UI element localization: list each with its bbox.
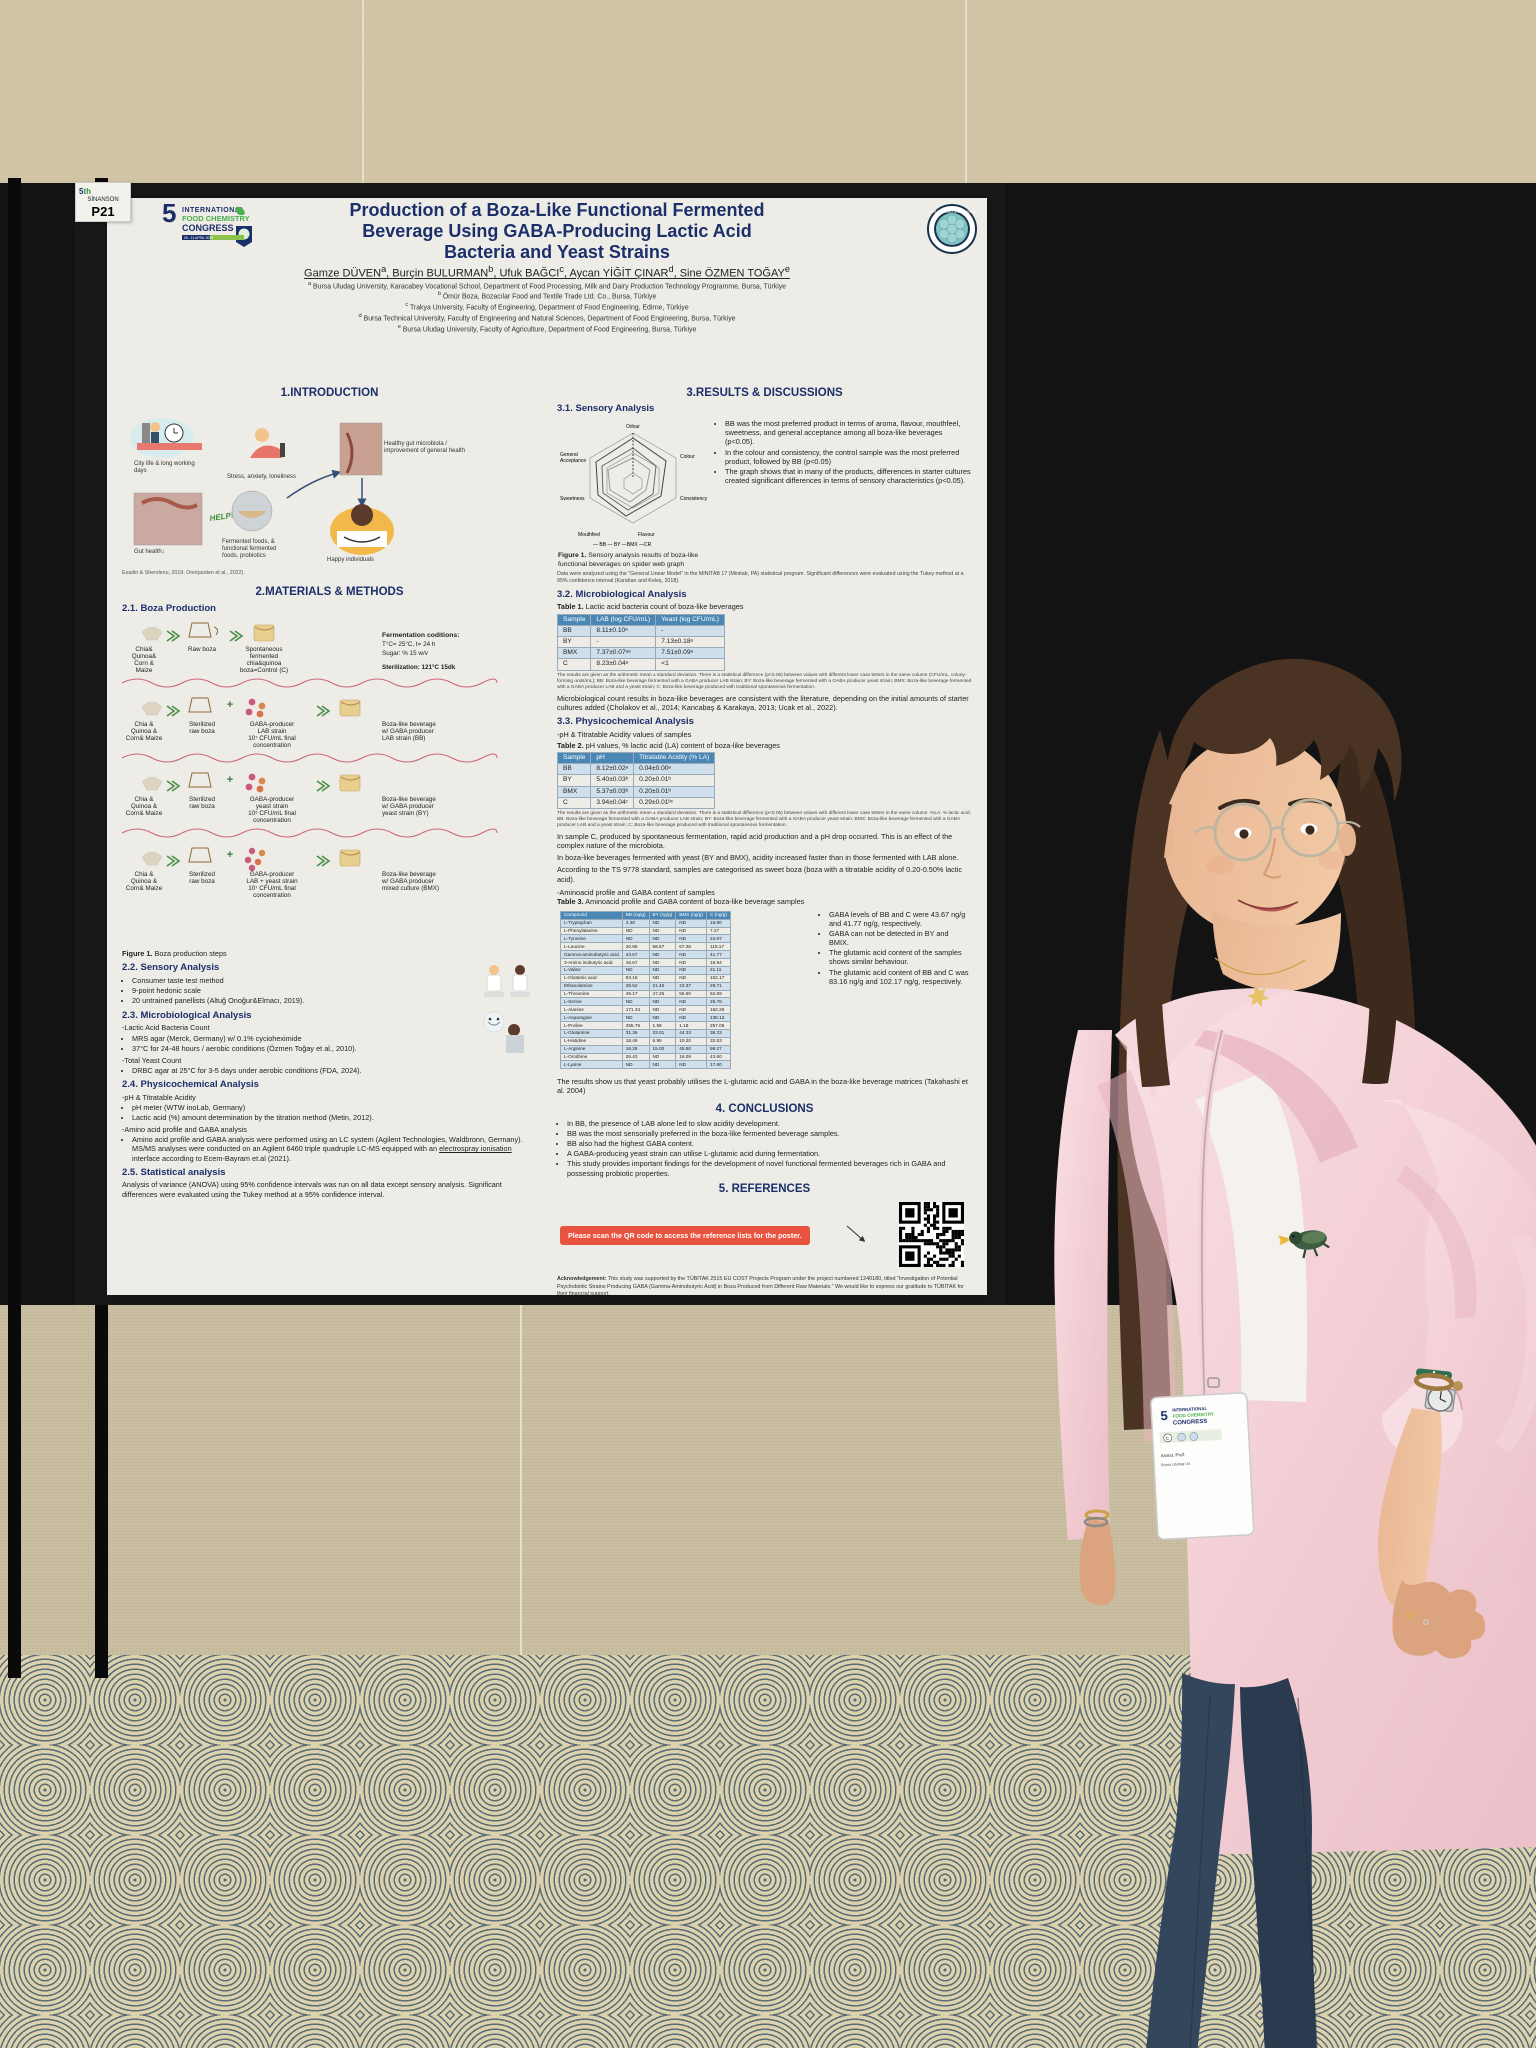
svg-text:Sterilized: Sterilized <box>189 871 215 878</box>
svg-text:FOOD CHEMISTRY: FOOD CHEMISTRY <box>182 214 250 223</box>
svg-text:— BB — BY —BMX —CR: — BB — BY —BMX —CR <box>593 542 652 548</box>
svg-text:5th: 5th <box>79 187 91 196</box>
svg-text:Healthy gut microbiota /: Healthy gut microbiota / <box>384 441 447 447</box>
svg-text:Quinoa&: Quinoa& <box>132 653 157 660</box>
svg-text:yeast strain: yeast strain <box>256 803 289 810</box>
svg-text:Boza-like beverage: Boza-like beverage <box>382 721 436 728</box>
svg-text:10⁷ CFU/mL final: 10⁷ CFU/mL final <box>248 735 296 742</box>
svg-text:Quinoa &: Quinoa & <box>131 803 158 810</box>
svg-text:1975: 1975 <box>948 246 956 250</box>
svg-text:Happy individuals: Happy individuals <box>327 557 374 563</box>
svg-text:5: 5 <box>162 200 176 228</box>
svg-text:yeast strain (BY): yeast strain (BY) <box>382 810 429 817</box>
svg-text:boza=Control (C): boza=Control (C) <box>240 667 288 674</box>
svg-text:Quinoa &: Quinoa & <box>131 878 158 885</box>
svg-text:5: 5 <box>1160 1408 1168 1423</box>
svg-text:concentration: concentration <box>253 892 291 899</box>
svg-text:Stress, anxiety, loneliness: Stress, anxiety, loneliness <box>227 474 296 480</box>
svg-text:Sterilized: Sterilized <box>189 721 215 728</box>
svg-text:foods, probiotics: foods, probiotics <box>222 553 266 559</box>
svg-text:+: + <box>227 774 233 786</box>
svg-text:raw boza: raw boza <box>189 803 215 810</box>
svg-text:Corn& Maize: Corn& Maize <box>126 810 163 817</box>
svg-text:CONGRESS: CONGRESS <box>182 223 234 233</box>
svg-text:09 - 11 APRIL 2026: 09 - 11 APRIL 2026 <box>184 236 213 240</box>
svg-text:T°C= 25°C, t= 24 h: T°C= 25°C, t= 24 h <box>382 640 436 648</box>
svg-text:raw boza: raw boza <box>189 728 215 735</box>
svg-text:Consistency: Consistency <box>680 496 708 502</box>
svg-text:Sugar: % 15 w/v: Sugar: % 15 w/v <box>382 650 429 657</box>
svg-text:GABA-producer: GABA-producer <box>250 871 294 878</box>
svg-text:HELP!: HELP! <box>209 511 234 523</box>
svg-text:Corn& Maize: Corn& Maize <box>126 885 163 892</box>
svg-text:functional fermented: functional fermented <box>222 546 276 552</box>
svg-text:raw boza: raw boza <box>189 878 215 885</box>
svg-text:Boza-like beverage: Boza-like beverage <box>382 871 436 878</box>
svg-text:chia&quinoa: chia&quinoa <box>247 660 282 667</box>
svg-text:C: C <box>1166 1436 1169 1441</box>
svg-text:LAB + yeast strain: LAB + yeast strain <box>246 878 298 885</box>
svg-text:mixed culture (BMX): mixed culture (BMX) <box>382 885 439 892</box>
svg-text:Fermented foods, &: Fermented foods, & <box>222 539 275 545</box>
svg-text:Acceptance: Acceptance <box>560 458 586 464</box>
svg-text:Sweetness: Sweetness <box>560 496 585 502</box>
svg-text:GABA-producer: GABA-producer <box>250 796 294 803</box>
svg-text:Mouthfeel: Mouthfeel <box>578 532 600 538</box>
svg-text:w/ GABA producer: w/ GABA producer <box>381 803 434 810</box>
svg-text:Sterilization: 121°C 15dk: Sterilization: 121°C 15dk <box>382 663 456 671</box>
svg-text:LAB strain (BB): LAB strain (BB) <box>382 735 425 742</box>
svg-text:Spontaneous: Spontaneous <box>245 646 282 653</box>
svg-text:+: + <box>227 699 233 711</box>
svg-text:Chia&: Chia& <box>135 646 153 653</box>
svg-text:Sterilized: Sterilized <box>189 796 215 803</box>
svg-text:Fermentation coditions:: Fermentation coditions: <box>382 632 459 639</box>
svg-text:improvement of general health: improvement of general health <box>384 448 465 454</box>
svg-text:Corn &: Corn & <box>134 660 154 667</box>
svg-text:+: + <box>227 849 233 861</box>
svg-text:fermented: fermented <box>250 653 279 660</box>
svg-text:Maize: Maize <box>136 667 153 674</box>
svg-text:Corn& Maize: Corn& Maize <box>126 735 163 742</box>
svg-text:Chia &: Chia & <box>135 721 155 728</box>
svg-text:BURSA ULUDAG UNIVERSITESI: BURSA ULUDAG UNIVERSITESI <box>927 210 977 214</box>
svg-text:Odour: Odour <box>626 424 640 430</box>
svg-text:Colour: Colour <box>680 454 695 460</box>
svg-text:10⁵ CFU/mL final: 10⁵ CFU/mL final <box>248 810 296 817</box>
svg-text:concentration: concentration <box>253 742 291 749</box>
svg-text:Boza-like beverage: Boza-like beverage <box>382 796 436 803</box>
svg-text:concentration: concentration <box>253 817 291 824</box>
svg-text:Quinoa &: Quinoa & <box>131 728 158 735</box>
svg-text:w/ GABA producer: w/ GABA producer <box>381 728 434 735</box>
svg-text:Gut health↓: Gut health↓ <box>134 549 165 555</box>
svg-text:Raw boza: Raw boza <box>188 646 216 653</box>
svg-text:LAB strain: LAB strain <box>257 728 287 735</box>
svg-text:10⁷ CFU/mL final: 10⁷ CFU/mL final <box>248 885 296 892</box>
svg-text:Flavour: Flavour <box>638 532 655 538</box>
svg-text:City life & long working: City life & long working <box>134 461 195 467</box>
svg-text:w/ GABA producer: w/ GABA producer <box>381 878 434 885</box>
svg-text:Chia &: Chia & <box>135 796 155 803</box>
svg-text:Chia &: Chia & <box>135 871 155 878</box>
svg-text:days: days <box>134 468 147 474</box>
svg-text:GABA-producer: GABA-producer <box>250 721 294 728</box>
